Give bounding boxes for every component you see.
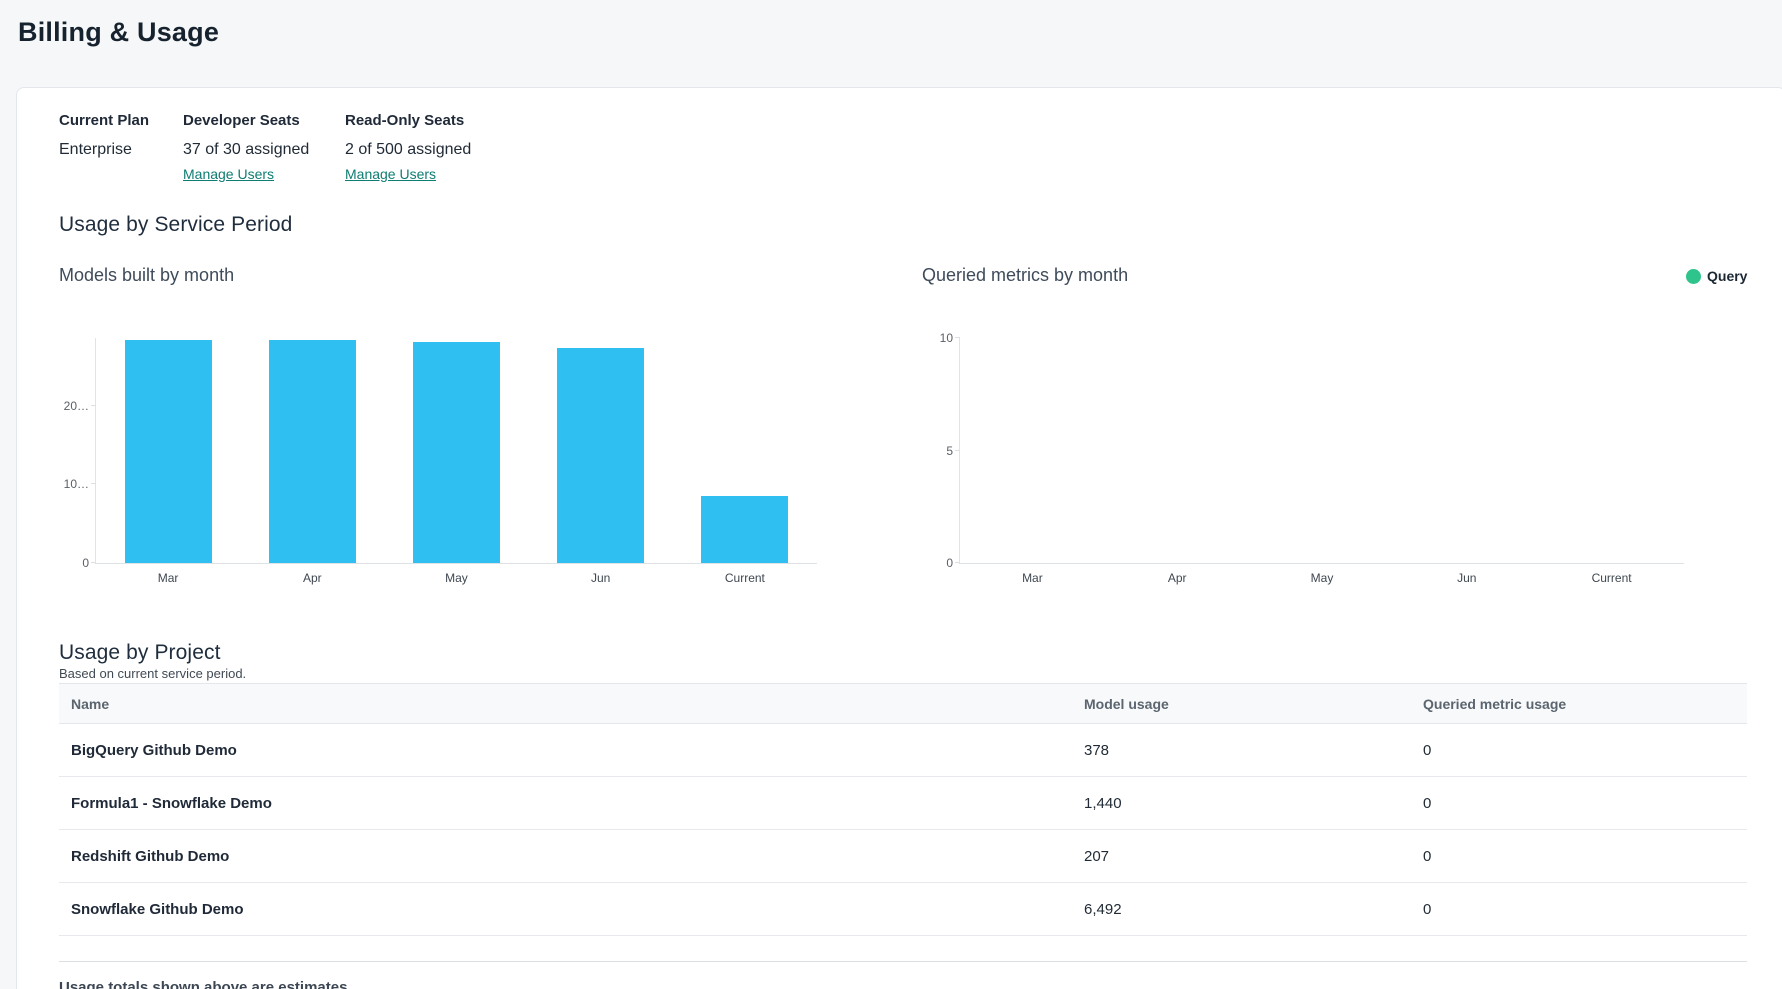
current-plan-summary: Current Plan Enterprise [59,112,149,159]
table-row: Snowflake Github Demo 6,492 0 [59,883,1747,936]
queried-metrics-bar-chart: 0 5 10 Mar Apr May Jun Current [940,331,1684,585]
bar-may [413,342,500,563]
developer-seats-summary: Developer Seats 37 of 30 assigned Manage… [183,112,309,184]
x-axis-category-label: May [1310,571,1334,585]
table-row: Redshift Github Demo 207 0 [59,830,1747,883]
table-header-row: Name Model usage Queried metric usage [59,683,1747,724]
y-axis-tick-label: 5 [946,443,953,458]
read-only-seats-summary: Read-Only Seats 2 of 500 assigned Manage… [345,112,471,184]
x-axis-category-label: Jun [1457,571,1477,585]
bar-jun [557,348,644,563]
models-built-chart-title: Models built by month [59,265,235,285]
header-name: Name [71,695,110,712]
x-axis-category-label: Current [1591,571,1632,585]
y-axis-tick-mark [91,562,96,563]
legend-item-query[interactable]: Query [1686,268,1747,284]
table-footer-spacer [59,936,1747,962]
y-axis-tick-label: 10 [939,331,953,345]
model-usage-cell: 207 [1084,847,1110,865]
model-usage-cell: 1,440 [1084,794,1122,812]
usage-estimate-note: Usage totals shown above are estimates [59,979,348,989]
x-axis-category-label: Current [724,571,765,585]
model-usage-cell: 378 [1084,741,1110,759]
billing-card: Current Plan Enterprise Developer Seats … [16,87,1782,989]
y-axis-tick-mark [955,562,960,563]
x-axis-category-label: Apr [1167,571,1187,585]
bar-mar [125,340,212,563]
y-axis-tick-label: 20… [63,398,89,413]
usage-by-service-period-title: Usage by Service Period [59,213,293,236]
table-row: Formula1 - Snowflake Demo 1,440 0 [59,777,1747,830]
x-axis-category-label: Apr [302,571,322,585]
project-name-cell: Snowflake Github Demo [71,900,244,918]
developer-seats-value: 37 of 30 assigned [183,141,310,158]
x-axis-category-label: May [445,571,468,585]
queried-metrics-chart-title: Queried metrics by month [922,265,1129,285]
y-axis-tick-mark [955,337,960,338]
x-axis-category-label: Jun [591,571,611,585]
y-axis-tick-label: 0 [946,556,953,570]
project-usage-table: Name Model usage Queried metric usage Bi… [59,683,1747,962]
y-axis-tick-mark [91,483,96,485]
header-model-usage: Model usage [1084,695,1169,712]
manage-users-link-developer[interactable]: Manage Users [183,166,275,182]
table-body: BigQuery Github Demo 378 0 Formula1 - Sn… [59,724,1747,936]
read-only-seats-label: Read-Only Seats [345,112,465,129]
x-axis-category-label: Mar [1022,571,1043,585]
project-name-cell: Redshift Github Demo [71,847,230,865]
usage-by-project-title: Usage by Project [59,641,221,664]
y-axis-tick-mark [955,449,960,451]
table-row: BigQuery Github Demo 378 0 [59,724,1747,777]
usage-by-project-subtitle: Based on current service period. [59,666,247,681]
bar-apr [269,340,356,563]
legend-label: Query [1707,268,1748,284]
queried-metric-usage-cell: 0 [1423,794,1432,812]
header-queried-metric-usage: Queried metric usage [1423,695,1567,712]
manage-users-link-readonly[interactable]: Manage Users [345,166,437,182]
project-name-cell: BigQuery Github Demo [71,741,237,759]
project-name-cell: Formula1 - Snowflake Demo [71,794,272,812]
read-only-seats-value: 2 of 500 assigned [345,141,472,158]
bar-current [701,496,788,563]
y-axis-tick-label: 0 [82,556,89,570]
x-axis-category-label: Mar [157,571,179,585]
current-plan-label: Current Plan [59,112,150,129]
queried-metric-usage-cell: 0 [1423,847,1432,865]
current-plan-value: Enterprise [59,141,132,158]
y-axis-tick-mark [91,404,96,406]
queried-metric-usage-cell: 0 [1423,741,1432,759]
developer-seats-label: Developer Seats [183,112,300,129]
queried-metric-usage-cell: 0 [1423,900,1432,918]
models-built-bar-chart: 0 10… 20… Mar Apr May Jun Current [64,338,817,585]
legend-dot [1686,268,1701,284]
y-axis-tick-label: 10… [63,477,89,492]
model-usage-cell: 6,492 [1084,900,1122,918]
page-title: Billing & Usage [18,17,220,47]
